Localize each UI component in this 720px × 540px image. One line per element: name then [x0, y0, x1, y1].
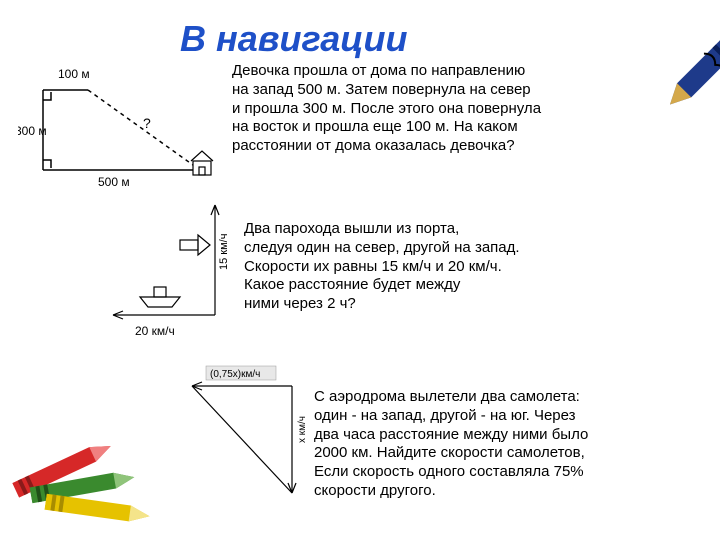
d1-top-label: 100 м — [58, 67, 90, 81]
diagram-planes: (0,75х)км/ч x км/ч — [172, 358, 322, 508]
problem-3-text: С аэродрома вылетели два самолета: один … — [314, 388, 654, 501]
crayon-blue-icon — [589, 0, 720, 136]
d2-v-label: 15 км/ч — [218, 234, 230, 270]
page-title: В навигации — [180, 18, 408, 60]
d2-h-label: 20 км/ч — [135, 324, 175, 338]
d3-top-label: (0,75х)км/ч — [210, 369, 260, 380]
d1-bottom-label: 500 м — [98, 175, 130, 189]
d1-question: ? — [143, 115, 151, 131]
problem-1-text: Девочка прошла от дома по направлению на… — [232, 62, 592, 156]
d1-left-label: 300 м — [18, 124, 47, 138]
diagram-ships: 15 км/ч 20 км/ч — [105, 195, 255, 355]
d3-right-label: x км/ч — [297, 416, 308, 443]
problem-2-text: Два парохода вышли из порта, следуя один… — [244, 220, 594, 314]
diagram-path: 100 м 300 м 500 м ? — [18, 60, 228, 190]
